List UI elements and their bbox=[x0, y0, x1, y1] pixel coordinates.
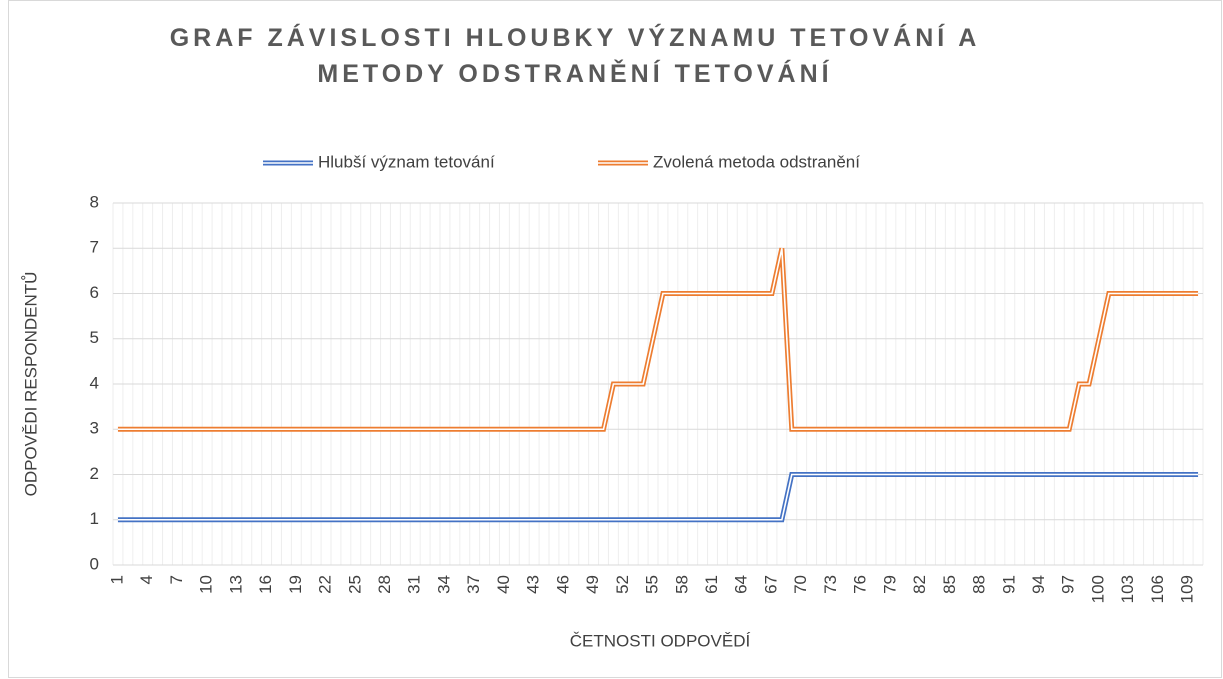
x-tick-label: 7 bbox=[167, 575, 186, 584]
y-tick-label: 2 bbox=[90, 464, 99, 483]
x-tick-label: 52 bbox=[613, 575, 632, 594]
x-tick-label: 97 bbox=[1059, 575, 1078, 594]
x-tick-label: 46 bbox=[553, 575, 572, 594]
x-tick-label: 109 bbox=[1178, 575, 1197, 603]
x-tick-label: 67 bbox=[761, 575, 780, 594]
x-tick-label: 31 bbox=[405, 575, 424, 594]
x-tick-label: 22 bbox=[316, 575, 335, 594]
x-axis-title: ČETNOSTI ODPOVĚDÍ bbox=[570, 631, 751, 650]
x-tick-label: 76 bbox=[851, 575, 870, 594]
x-tick-label: 88 bbox=[970, 575, 989, 594]
x-tick-label: 40 bbox=[494, 575, 513, 594]
x-tick-label: 85 bbox=[940, 575, 959, 594]
y-tick-label: 0 bbox=[90, 554, 99, 573]
x-tick-label: 43 bbox=[524, 575, 543, 594]
x-tick-label: 106 bbox=[1148, 575, 1167, 603]
x-tick-label: 79 bbox=[880, 575, 899, 594]
x-tick-label: 10 bbox=[197, 575, 216, 594]
x-tick-label: 82 bbox=[910, 575, 929, 594]
x-tick-label: 25 bbox=[345, 575, 364, 594]
y-tick-label: 4 bbox=[90, 373, 99, 392]
x-tick-label: 49 bbox=[583, 575, 602, 594]
y-tick-label: 7 bbox=[90, 238, 99, 257]
y-axis-title: ODPOVĚDI RESPONDENTŮ bbox=[21, 272, 40, 497]
x-tick-label: 73 bbox=[821, 575, 840, 594]
x-tick-label: 103 bbox=[1118, 575, 1137, 603]
x-tick-label: 1 bbox=[107, 575, 126, 584]
series-line-inner bbox=[117, 248, 1199, 431]
x-tick-label: 64 bbox=[732, 575, 751, 594]
chart-border bbox=[8, 0, 1222, 678]
x-tick-label: 28 bbox=[375, 575, 394, 594]
x-tick-label: 55 bbox=[643, 575, 662, 594]
x-tick-label: 16 bbox=[256, 575, 275, 594]
x-tick-label: 58 bbox=[672, 575, 691, 594]
x-tick-label: 4 bbox=[137, 575, 156, 584]
x-tick-label: 13 bbox=[226, 575, 245, 594]
y-tick-label: 1 bbox=[90, 509, 99, 528]
y-tick-label: 8 bbox=[90, 192, 99, 211]
x-tick-label: 91 bbox=[999, 575, 1018, 594]
x-tick-label: 61 bbox=[702, 575, 721, 594]
x-tick-label: 19 bbox=[286, 575, 305, 594]
chart-title: GRAF ZÁVISLOSTI HLOUBKY VÝZNAMU TETOVÁNÍ… bbox=[169, 24, 981, 88]
x-tick-label: 37 bbox=[464, 575, 483, 594]
y-tick-label: 5 bbox=[90, 328, 99, 347]
x-tick-label: 100 bbox=[1088, 575, 1107, 603]
x-tick-label: 94 bbox=[1029, 575, 1048, 594]
x-tick-label: 34 bbox=[434, 575, 453, 594]
series-line-inner bbox=[117, 473, 1199, 521]
y-tick-label: 6 bbox=[90, 283, 99, 302]
y-tick-label: 3 bbox=[90, 419, 99, 438]
legend-label: Zvolená metoda odstranění bbox=[653, 152, 860, 171]
legend-label: Hlubší význam tetování bbox=[318, 152, 495, 171]
x-tick-label: 70 bbox=[791, 575, 810, 594]
